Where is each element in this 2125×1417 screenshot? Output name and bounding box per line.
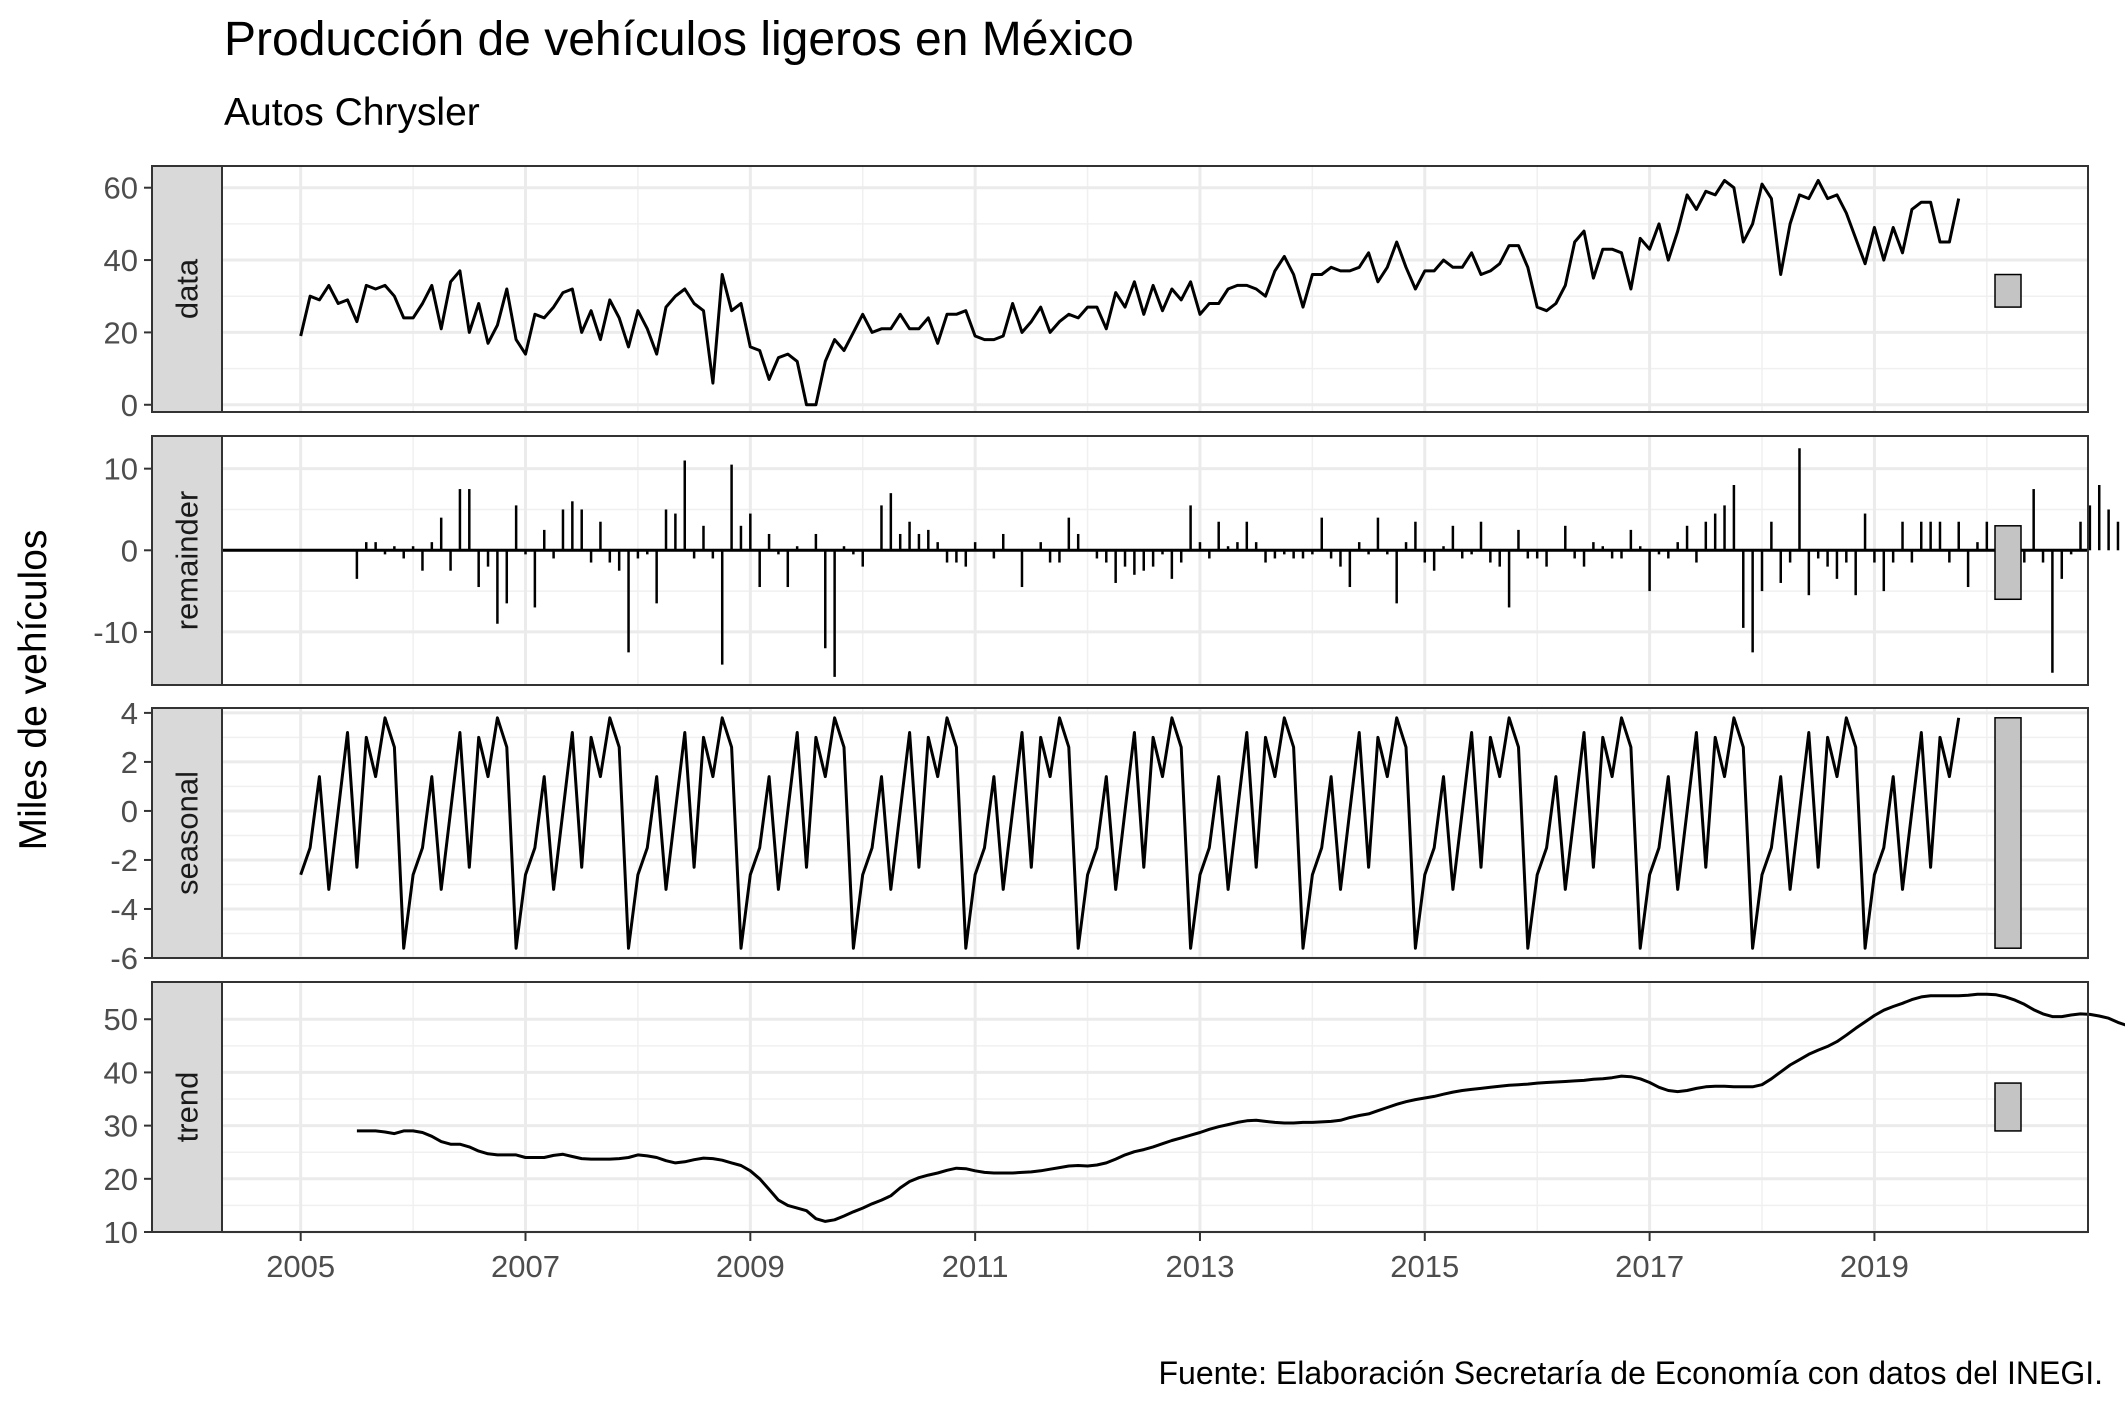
y-tick-label: -4 bbox=[110, 892, 138, 927]
y-tick-label: 30 bbox=[104, 1109, 138, 1144]
y-tick-label: 50 bbox=[104, 1002, 138, 1037]
y-tick-label: 20 bbox=[104, 315, 138, 350]
data-series-line bbox=[299, 179, 1961, 407]
y-tick-label: -2 bbox=[110, 843, 138, 878]
strip-trend bbox=[151, 981, 223, 1233]
range-bar-trend bbox=[1994, 1082, 2022, 1132]
y-tick-label: 60 bbox=[104, 171, 138, 206]
x-tick-label: 2007 bbox=[491, 1249, 560, 1284]
y-tick-label: -6 bbox=[110, 941, 138, 976]
range-bar-remainder bbox=[1994, 525, 2022, 601]
y-tick-label: 40 bbox=[104, 243, 138, 278]
x-tick-label: 2015 bbox=[1390, 1249, 1459, 1284]
panel-bg-remainder bbox=[222, 436, 2088, 685]
y-tick-label: -10 bbox=[93, 615, 138, 650]
x-tick-label: 2011 bbox=[942, 1249, 1009, 1284]
strip-remainder bbox=[151, 435, 223, 686]
y-tick-label: 0 bbox=[121, 794, 138, 829]
seasonal-series-line bbox=[299, 716, 1961, 950]
x-tick-label: 2019 bbox=[1840, 1249, 1909, 1284]
y-tick-label: 20 bbox=[104, 1162, 138, 1197]
range-bar-data bbox=[1994, 273, 2022, 308]
strip-label-trend: trend bbox=[170, 1072, 205, 1143]
y-tick-label: 40 bbox=[104, 1055, 138, 1090]
y-tick-label: 2 bbox=[121, 745, 138, 780]
strip-label-remainder: remainder bbox=[170, 491, 205, 631]
strip-data bbox=[151, 165, 223, 413]
strip-seasonal bbox=[151, 707, 223, 959]
y-tick-label: 4 bbox=[121, 696, 138, 731]
y-tick-label: 0 bbox=[121, 533, 138, 568]
chart-title: Producción de vehículos ligeros en Méxic… bbox=[224, 13, 1134, 66]
x-tick-label: 2005 bbox=[266, 1249, 335, 1284]
trend-series-line bbox=[356, 992, 2125, 1223]
y-tick-label: 0 bbox=[121, 388, 138, 423]
x-tick-label: 2013 bbox=[1165, 1249, 1234, 1284]
y-tick-label: 10 bbox=[104, 1215, 138, 1250]
strip-label-data: data bbox=[170, 258, 205, 319]
chart-caption: Fuente: Elaboración Secretaría de Econom… bbox=[1158, 1355, 2103, 1391]
panel-bg-trend bbox=[222, 982, 2088, 1232]
strip-label-seasonal: seasonal bbox=[170, 771, 205, 895]
y-tick-label: 10 bbox=[104, 452, 138, 487]
x-tick-label: 2009 bbox=[716, 1249, 785, 1284]
range-bar-seasonal bbox=[1994, 717, 2022, 949]
x-tick-label: 2017 bbox=[1615, 1249, 1684, 1284]
chart-subtitle: Autos Chrysler bbox=[224, 91, 480, 134]
